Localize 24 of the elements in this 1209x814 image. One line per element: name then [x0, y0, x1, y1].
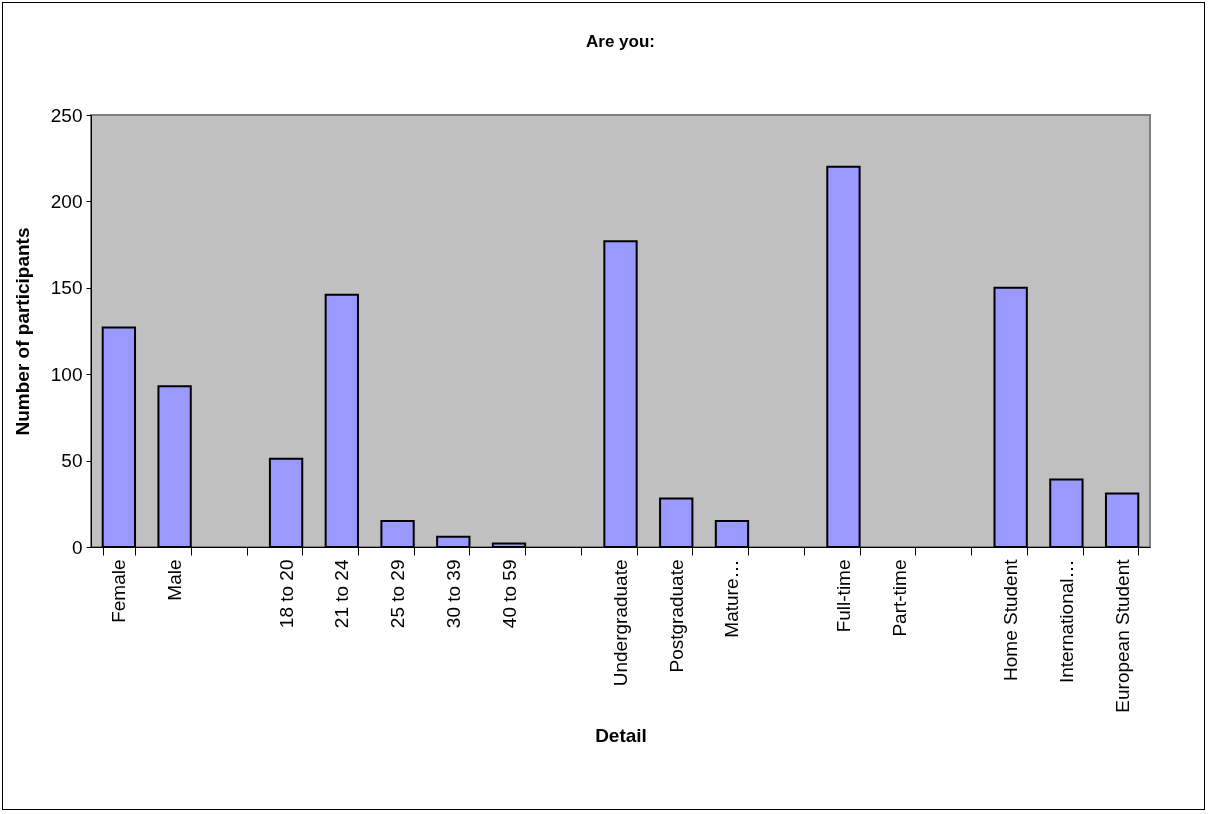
y-tick-label: 50 [61, 450, 83, 472]
y-tick-label: 200 [50, 190, 83, 212]
x-tick-label: Male [164, 559, 186, 601]
x-tick-label: Part-time [888, 559, 910, 637]
x-tick-label: European Student [1111, 558, 1133, 713]
x-tick-label: Mature… [721, 559, 743, 638]
x-tick-label: 40 to 59 [498, 559, 520, 629]
chart-title: Are you: [586, 32, 655, 51]
x-tick-label: 30 to 39 [442, 559, 464, 629]
x-tick-label: Home Student [1000, 558, 1022, 681]
x-tick-label: 25 to 29 [387, 559, 409, 629]
x-tick-label: Female [108, 559, 130, 623]
x-tick-label: International… [1055, 559, 1077, 684]
y-tick-label: 150 [50, 277, 83, 299]
x-tick-label: 21 to 24 [331, 559, 353, 629]
x-tick-label: Postgraduate [665, 559, 687, 673]
y-axis-title: Number of participants [11, 227, 33, 436]
x-tick-label: Undergraduate [610, 559, 631, 687]
x-tick-label: Full-time [832, 559, 854, 633]
x-axis-title: Detail [595, 724, 647, 746]
y-tick-label: 250 [50, 104, 83, 126]
y-tick-label: 100 [50, 363, 83, 385]
y-tick-label: 0 [71, 536, 83, 558]
x-tick-label: 18 to 20 [275, 559, 297, 629]
